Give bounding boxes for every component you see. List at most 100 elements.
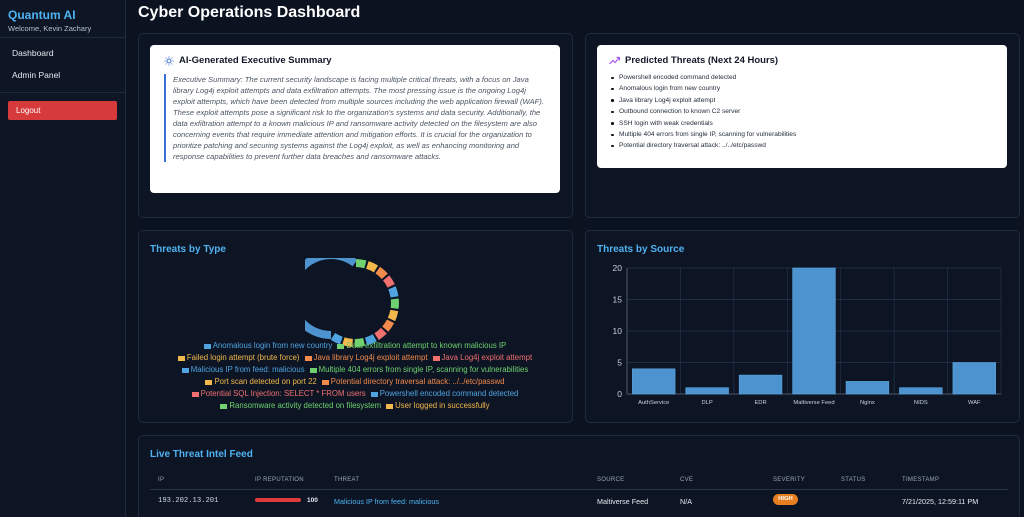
legend-item[interactable]: Port scan detected on port 22	[205, 376, 317, 388]
legend-swatch	[432, 355, 440, 361]
y-tick-label: 15	[613, 295, 623, 305]
legend-swatch	[370, 391, 378, 397]
col-header-reputation: IP REPUTATION	[255, 477, 304, 483]
legend-swatch	[321, 379, 329, 385]
legend-item[interactable]: User logged in successfully	[386, 400, 490, 412]
x-tick-label: Maltiverse Feed	[793, 400, 834, 406]
col-header-severity: SEVERITY	[773, 477, 806, 483]
cell-threat[interactable]: Malicious IP from feed: malicious	[334, 497, 439, 506]
y-tick-label: 20	[613, 263, 623, 273]
legend-swatch	[205, 379, 213, 385]
x-tick-label: Nginx	[860, 400, 875, 406]
donut-segment	[330, 332, 343, 345]
threats-by-source-title: Threats by Source	[597, 244, 685, 255]
summary-card: AI-Generated Executive Summary Executive…	[150, 45, 560, 193]
bar	[899, 387, 943, 395]
x-tick-label: NIDS	[914, 400, 928, 406]
list-item: Outbound connection to known C2 server	[609, 106, 995, 117]
donut-segment	[305, 258, 358, 339]
list-item: Potential directory traversal attack: ..…	[609, 140, 995, 151]
bar	[685, 387, 729, 395]
threats-by-source-chart: 0 5 10 15 20 AuthService DLP EDR Maltiverse Feed…	[613, 263, 1002, 406]
cell-ip: 193.202.13.201	[158, 497, 219, 505]
sidebar: Quantum AI Welcome, Kevin Zachary Dashbo…	[0, 0, 126, 517]
col-header-source: SOURCE	[597, 477, 625, 483]
brand-title: Quantum AI	[8, 8, 76, 22]
list-item: Multiple 404 errors from single IP, scan…	[609, 129, 995, 140]
legend-swatch	[309, 367, 317, 373]
col-header-timestamp: TIMESTAMP	[902, 477, 940, 483]
legend-item[interactable]: Java Log4j exploit attempt	[432, 352, 532, 364]
bar	[632, 368, 676, 395]
legend-swatch	[177, 355, 185, 361]
donut-segment	[355, 259, 367, 269]
x-tick-label: DLP	[702, 400, 713, 406]
cell-reputation: 100	[307, 497, 318, 504]
list-item: Java library Log4j exploit attempt	[609, 95, 995, 106]
nav-item-dashboard[interactable]: Dashboard	[12, 48, 54, 58]
donut-segment	[366, 261, 379, 273]
nav-divider	[0, 92, 125, 93]
legend-swatch	[191, 391, 199, 397]
reputation-bar-fill	[255, 498, 301, 502]
x-tick-label: EDR	[754, 400, 766, 406]
x-tick-label: AuthService	[638, 400, 669, 406]
x-tick-label: WAF	[968, 400, 981, 406]
predicted-title: Predicted Threats (Next 24 Hours)	[625, 55, 779, 66]
donut-segment	[374, 327, 387, 341]
cell-cve: N/A	[680, 497, 692, 506]
legend-item[interactable]: Anomalous login from new country	[203, 340, 332, 352]
legend-item[interactable]: Java library Log4j exploit attempt	[304, 352, 428, 364]
donut-small-segments	[330, 259, 399, 347]
bar	[738, 374, 783, 395]
feed-title: Live Threat Intel Feed	[150, 449, 253, 460]
col-header-threat: THREAT	[334, 477, 360, 483]
legend-item[interactable]: Ransomware activity detected on filesyst…	[220, 400, 381, 412]
donut-segment	[342, 337, 353, 347]
list-item: SSH login with weak credentials	[609, 118, 995, 129]
summary-text: Executive Summary: The current security …	[164, 74, 546, 162]
brand: Quantum AI Welcome, Kevin Zachary	[0, 0, 125, 38]
legend-item[interactable]: Failed login attempt (brute force)	[177, 352, 300, 364]
threats-by-type-legend: Anomalous login from new country Data ex…	[150, 340, 560, 412]
legend-item[interactable]: Data exfiltration attempt to known malic…	[337, 340, 506, 352]
predicted-threat-list: Powershell encoded command detected Anom…	[609, 72, 995, 152]
predicted-card: Predicted Threats (Next 24 Hours) Powers…	[597, 45, 1007, 168]
list-item: Powershell encoded command detected	[609, 72, 995, 83]
y-tick-label: 0	[617, 389, 622, 399]
logout-button[interactable]: Logout	[8, 101, 117, 120]
legend-swatch	[304, 355, 312, 361]
bar	[845, 381, 890, 395]
legend-swatch	[181, 367, 189, 373]
legend-swatch	[203, 343, 211, 349]
donut-segment	[354, 338, 365, 347]
page-title: Cyber Operations Dashboard	[138, 4, 361, 21]
nav-item-admin-panel[interactable]: Admin Panel	[12, 70, 61, 80]
cell-source: Maltiverse Feed	[597, 497, 649, 506]
legend-item[interactable]: Multiple 404 errors from single IP, scan…	[309, 364, 528, 376]
list-item: Anomalous login from new country	[609, 83, 995, 94]
trending-up-icon	[609, 56, 620, 65]
donut-segment	[382, 319, 395, 332]
donut-segment	[387, 309, 399, 322]
table-header-divider	[150, 489, 1008, 490]
y-tick-label: 10	[613, 326, 623, 336]
legend-item[interactable]: Malicious IP from feed: malicious	[181, 364, 305, 376]
legend-swatch	[220, 403, 228, 409]
threats-by-type-donut	[305, 258, 399, 347]
donut-segment	[382, 275, 395, 288]
threats-by-type-title: Threats by Type	[150, 244, 226, 255]
welcome-text: Welcome, Kevin Zachary	[8, 24, 92, 33]
legend-item[interactable]: Potential SQL Injection: SELECT * FROM u…	[191, 388, 366, 400]
legend-swatch	[337, 343, 345, 349]
legend-item[interactable]: Potential directory traversal attack: ..…	[321, 376, 505, 388]
donut-segment	[388, 286, 399, 298]
cell-timestamp: 7/21/2025, 12:59:11 PM	[902, 497, 979, 506]
bar	[952, 362, 996, 395]
severity-badge: HIGH	[773, 494, 798, 505]
donut-segment	[375, 266, 388, 280]
col-header-ip: IP	[158, 477, 165, 483]
legend-item[interactable]: Powershell encoded command detected	[370, 388, 518, 400]
legend-swatch	[386, 403, 394, 409]
donut-segment	[364, 334, 377, 346]
